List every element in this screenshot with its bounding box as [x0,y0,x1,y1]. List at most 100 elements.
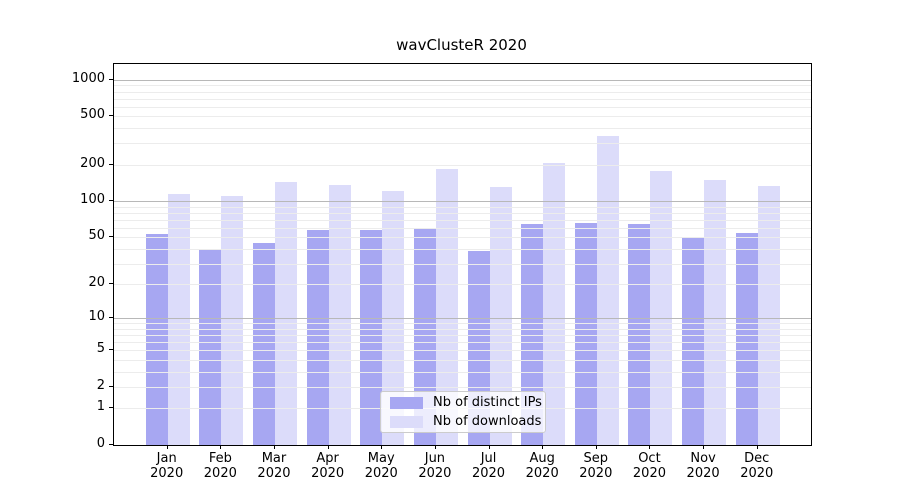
x-tick-month: Apr [316,451,339,466]
gridline-minor [114,371,811,373]
gridline-minor [114,91,811,93]
gridline-minor [114,98,811,100]
y-tick-mark [109,115,113,117]
x-tick-mark [166,445,168,449]
x-tick-mark [273,445,275,449]
x-tick-month: Aug [529,451,555,466]
x-tick-month: Sep [583,451,609,466]
x-tick-label: Dec 2020 [729,451,785,481]
plot-area [113,63,812,446]
bar-distinct-ips [521,224,544,445]
bar-distinct-ips [145,234,168,445]
x-tick-label: Feb 2020 [192,451,248,481]
gridline-minor [114,263,811,265]
y-tick-label: 50 [88,228,105,244]
x-tick-year: 2020 [686,466,720,481]
bar-downloads [596,135,619,445]
bar-distinct-ips [360,230,383,445]
bar-downloads [328,185,351,445]
chart-title: wavClusteR 2020 [396,36,527,54]
x-tick-label: Aug 2020 [514,451,570,481]
y-tick-label: 200 [80,155,105,171]
x-tick-month: May [367,451,395,466]
y-tick-label: 2 [96,377,105,393]
gridline-major [114,318,811,320]
x-tick-year: 2020 [150,466,184,481]
x-tick-mark [595,445,597,449]
gridline-minor [114,237,811,239]
gridline-minor [114,350,811,352]
gridline-minor [114,85,811,87]
bar-downloads [167,193,190,445]
bar-distinct-ips [682,237,705,445]
y-tick-mark [109,407,113,409]
bar-downloads [650,171,673,445]
bar-downloads [543,162,566,445]
legend-label-downloads: Nb of downloads [433,414,542,429]
gridline-major [114,79,811,81]
gridline-minor [114,248,811,250]
x-tick-mark [488,445,490,449]
x-tick-year: 2020 [311,466,345,481]
x-tick-year: 2020 [632,466,666,481]
x-tick-year: 2020 [471,466,506,481]
bar-downloads [435,169,458,445]
x-tick-month: Dec [744,451,770,466]
bar-distinct-ips [199,250,222,445]
gridline-minor [114,227,811,229]
legend-swatch-distinct-ips [390,396,423,409]
y-tick-mark [109,200,113,202]
y-tick-mark [109,317,113,319]
x-tick-year: 2020 [740,466,774,481]
x-tick-year: 2020 [364,466,398,481]
gridline-minor [114,328,811,330]
x-tick-month: Nov [690,451,716,466]
x-tick-month: Jun [424,451,446,466]
x-tick-year: 2020 [579,466,613,481]
y-tick-mark [109,163,113,165]
x-tick-label: Jun 2020 [407,451,463,481]
bar-distinct-ips [413,227,436,445]
bar-distinct-ips [574,222,597,445]
gridline-minor [114,342,811,344]
y-tick-label: 20 [88,275,105,291]
gridline-minor [114,143,811,145]
bar-distinct-ips [735,233,758,445]
legend-item-distinct-ips: Nb of distinct IPs [381,395,545,411]
y-tick-label: 100 [80,192,105,208]
x-tick-year: 2020 [257,466,291,481]
legend-item-downloads: Nb of downloads [381,414,545,430]
gridline-minor [114,219,811,221]
bar-downloads [274,181,297,445]
x-tick-year: 2020 [418,466,452,481]
x-tick-mark [327,445,329,449]
x-tick-mark [220,445,222,449]
gridline-minor [114,128,811,130]
legend-swatch-downloads [390,415,423,428]
x-tick-label: Jan 2020 [139,451,195,481]
x-tick-label: May 2020 [353,451,409,481]
bar-distinct-ips [252,242,275,445]
y-tick-label: 0 [96,436,105,451]
gridline-minor [114,386,811,388]
bar-downloads [489,187,512,445]
y-tick-mark [109,236,113,238]
y-tick-label: 500 [80,107,105,123]
gridline-minor [114,284,811,286]
x-tick-month: Oct [638,451,661,466]
bar-downloads [382,191,405,445]
gridline-minor [114,212,811,214]
bar-downloads [704,180,727,445]
x-tick-month: Mar [261,451,287,466]
gridline-minor [114,323,811,325]
x-tick-label: Sep 2020 [568,451,624,481]
legend: Nb of distinct IPs Nb of downloads [380,391,546,433]
x-tick-month: Jan [156,451,177,466]
bar-downloads [221,195,244,445]
x-tick-mark [542,445,544,449]
y-tick-label: 10 [88,309,105,325]
x-tick-label: Apr 2020 [300,451,356,481]
x-tick-mark [381,445,383,449]
x-tick-mark [756,445,758,449]
x-tick-year: 2020 [525,466,559,481]
